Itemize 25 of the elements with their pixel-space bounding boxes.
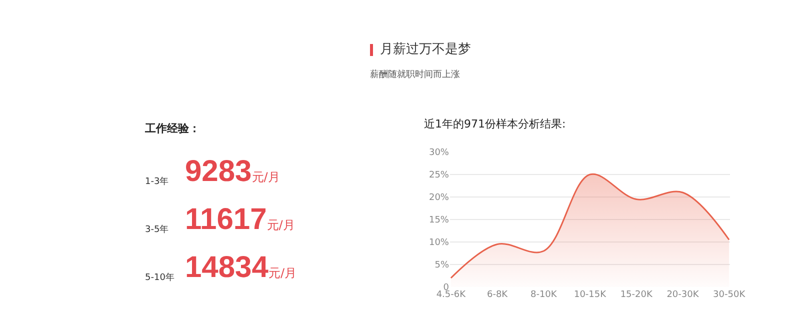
- text: 元/月: [266, 218, 295, 232]
- data-label: 11617: [185, 203, 267, 236]
- category-label: 5-10年: [145, 272, 174, 284]
- x-tick-label: 8-10K: [530, 290, 558, 300]
- y-tick-label: 15%: [428, 216, 450, 226]
- category-label: 1-3年: [145, 176, 169, 188]
- y-tick-label: 10%: [428, 238, 450, 248]
- y-tick-label: 20%: [428, 193, 450, 204]
- text: 元/月: [252, 170, 280, 184]
- text: 月薪过万不是梦: [380, 41, 471, 58]
- x-tick-label: 10-15K: [574, 290, 608, 300]
- text: 元/月: [268, 266, 296, 280]
- y-tick-label: 30%: [428, 148, 450, 158]
- text: 薪酬随就职时间而上涨: [370, 68, 460, 81]
- text: 工作经验：: [145, 121, 200, 136]
- x-tick-label: 20-30K: [666, 290, 700, 300]
- x-tick-label: 6-8K: [486, 290, 509, 300]
- y-tick-label: 25%: [428, 170, 450, 181]
- x-tick-label: 15-20K: [620, 290, 654, 300]
- x-tick-label: 30-50K: [713, 290, 746, 300]
- data-label: 9283: [185, 155, 252, 188]
- category-label: 3-5年: [145, 224, 169, 236]
- data-label: 14834: [185, 251, 268, 284]
- chart-title: 近1年的971份样本分析结果:: [424, 118, 566, 131]
- y-tick-label: 5%: [434, 260, 450, 271]
